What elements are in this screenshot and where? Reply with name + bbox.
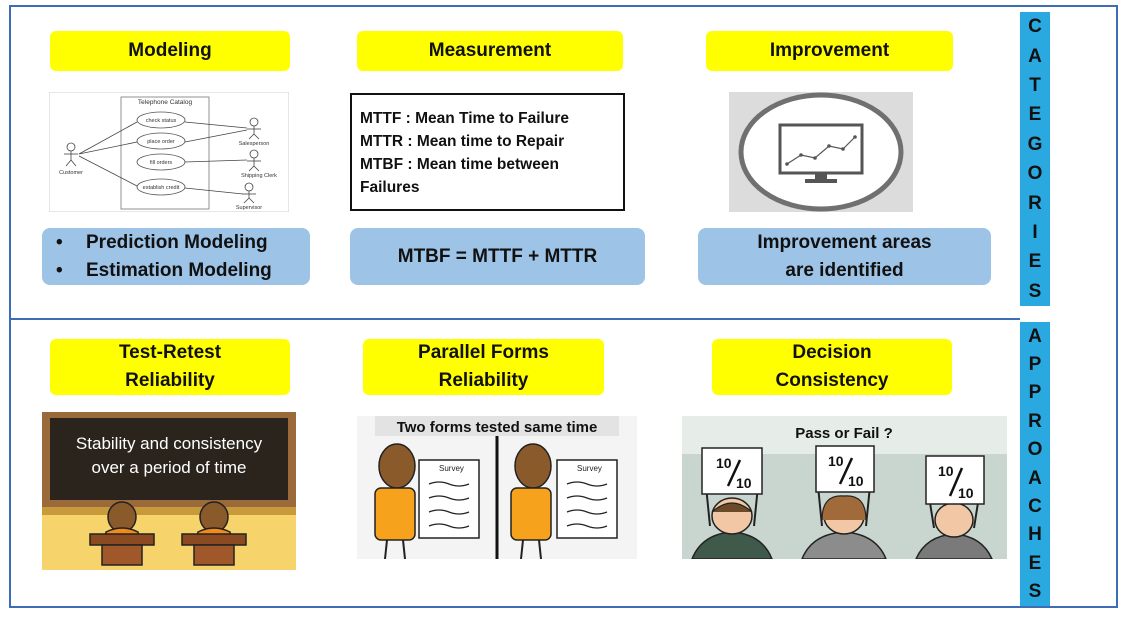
survey-label: Survey (439, 464, 464, 473)
side-letter: O (1027, 439, 1043, 461)
actor-label: Salesperson (239, 141, 270, 147)
board-line: over a period of time (92, 458, 247, 477)
parallel-forms-title: Parallel Forms Reliability (363, 339, 604, 395)
person-with-survey: Survey (374, 443, 480, 559)
use-case-ellipse (136, 178, 186, 196)
parallel-forms-caption: Two forms tested same time (397, 419, 598, 436)
board-line: Stability and consistency (76, 434, 263, 453)
result-line: are identified (785, 259, 904, 281)
side-letter: P (1028, 354, 1042, 376)
definition-line: MTTF : Mean Time to Failure (360, 110, 569, 127)
side-letter: R (1028, 192, 1042, 214)
decision-consistency-scene: Pass or Fail ? 10 10 10 10 10 10 (682, 416, 1007, 559)
side-letter: O (1027, 163, 1043, 185)
monitor-trend-icon (729, 92, 913, 212)
title-line: Test-Retest (118, 342, 222, 363)
modeling-bullet: Prediction Modeling (56, 229, 272, 257)
title-line: Reliability (438, 370, 529, 391)
side-letter: I (1032, 221, 1038, 243)
score-top: 10 (828, 453, 844, 469)
test-retest-title: Test-Retest Reliability (50, 339, 290, 395)
improvement-title: Improvement (706, 31, 953, 71)
side-letter: E (1028, 552, 1042, 574)
side-letter: A (1028, 467, 1042, 489)
definition-line: MTTR : Mean time to Repair (360, 133, 565, 150)
title-line: Decision (792, 342, 872, 363)
side-letter: C (1028, 16, 1042, 38)
measurement-title: Measurement (357, 31, 623, 71)
use-case-label: check status (146, 118, 177, 124)
decision-caption: Pass or Fail ? (795, 425, 893, 442)
survey-label: Survey (577, 464, 602, 473)
approaches-side-label: A P P R O A C H E S (1020, 322, 1050, 606)
modeling-title: Modeling (50, 31, 290, 71)
student-figure (89, 501, 155, 566)
side-letter: H (1028, 524, 1042, 546)
reliability-metric-definitions: MTTF : Mean Time to Failure MTTR : Mean … (350, 93, 625, 211)
side-letter: A (1028, 45, 1042, 67)
side-letter: S (1028, 280, 1042, 302)
judge-figure: 10 10 (801, 445, 887, 559)
side-letter: G (1027, 133, 1043, 155)
use-case-diagram: Telephone Catalog check status place ord… (49, 92, 289, 212)
mtbf-formula-box: MTBF = MTTF + MTTR (350, 228, 645, 285)
score-bottom: 10 (848, 473, 864, 489)
side-letter: E (1028, 251, 1042, 273)
actor-label: Customer (59, 170, 83, 176)
categories-side-label: C A T E G O R I E S (1020, 12, 1050, 306)
score-top: 10 (938, 463, 954, 479)
definition-line: MTBF : Mean time between (360, 156, 559, 173)
person-with-survey: Survey (510, 443, 618, 559)
side-letter: E (1028, 104, 1042, 126)
outer-frame (9, 5, 1118, 608)
use-case-label: establish credit (143, 185, 180, 191)
title-line: Reliability (125, 370, 215, 391)
title-line: Consistency (775, 370, 889, 391)
student-figure (181, 501, 247, 566)
use-case-label: place order (147, 139, 175, 145)
judge-figure: 10 10 (915, 455, 993, 559)
diagram-system-label: Telephone Catalog (138, 99, 193, 106)
score-bottom: 10 (958, 485, 974, 501)
judge-figure: 10 10 (691, 447, 773, 559)
side-letter: R (1028, 410, 1042, 432)
use-case-ellipse (136, 132, 186, 150)
parallel-forms-scene: Two forms tested same time Survey Survey (357, 416, 637, 559)
use-case-ellipse (136, 111, 186, 129)
side-letter: T (1029, 74, 1041, 96)
use-case-label: fill orders (150, 160, 173, 166)
side-letter: A (1028, 325, 1042, 347)
modeling-bullet: Estimation Modeling (56, 257, 272, 285)
improvement-result-box: Improvement areas are identified (698, 228, 991, 285)
definition-line: Failures (360, 179, 420, 196)
classroom-scene: Stability and consistency over a period … (42, 412, 296, 570)
side-letter: C (1028, 496, 1042, 518)
result-line: Improvement areas (757, 231, 932, 253)
decision-consistency-title: Decision Consistency (712, 339, 952, 395)
side-letter: P (1028, 382, 1042, 404)
actor-label: Shipping Clerk (241, 173, 277, 179)
modeling-types-box: Prediction Modeling Estimation Modeling (42, 228, 310, 285)
side-letter: S (1028, 581, 1042, 603)
title-line: Parallel Forms (418, 342, 549, 363)
score-bottom: 10 (736, 475, 752, 491)
section-divider (9, 318, 1020, 320)
actor-label: Supervisor (236, 205, 262, 211)
score-top: 10 (716, 455, 732, 471)
